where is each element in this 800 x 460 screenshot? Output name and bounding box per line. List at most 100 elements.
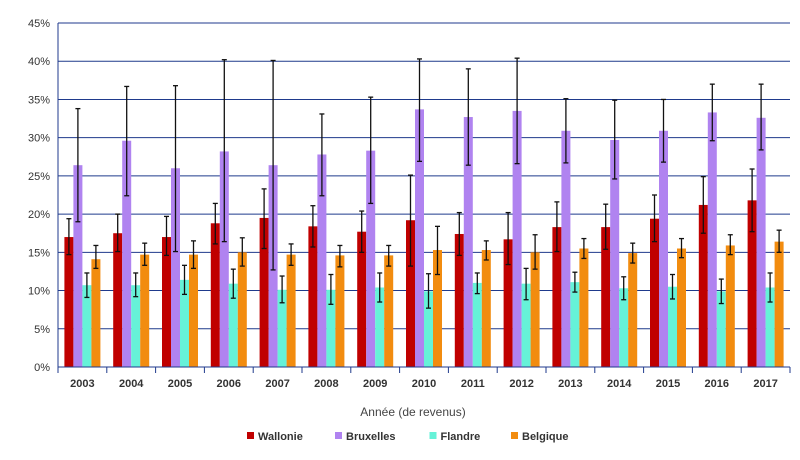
error-bars <box>66 57 782 309</box>
bar-flandre-2013 <box>570 282 580 367</box>
bar-bruxelles-2009 <box>366 150 376 367</box>
bar-belgique-2004 <box>140 254 150 367</box>
legend-label: Bruxelles <box>346 431 396 443</box>
bar-flandre-2012 <box>521 283 531 367</box>
error-bar-flandre-2008 <box>328 273 334 305</box>
bar-bruxelles-2010 <box>415 109 424 367</box>
x-axis-title: Année (de revenus) <box>360 405 465 419</box>
bar-flandre-2010 <box>424 291 433 367</box>
x-tick-label: 2008 <box>314 378 338 390</box>
y-tick-label: 0% <box>34 362 50 374</box>
y-tick-label: 25% <box>28 171 50 183</box>
error-bar-flandre-2015 <box>670 273 675 300</box>
bar-flandre-2006 <box>228 283 238 367</box>
x-tick-label: 2012 <box>509 378 533 390</box>
error-bar-belgique-2016 <box>727 234 733 256</box>
y-tick-label: 5% <box>34 324 50 336</box>
error-bar-belgique-2006 <box>239 237 245 267</box>
error-bar-wallonie-2011 <box>456 211 462 257</box>
bar-bruxelles-2016 <box>707 112 717 367</box>
legend-item-flandre: Flandre <box>429 431 480 443</box>
error-bar-bruxelles-2004 <box>124 85 130 197</box>
bar-belgique-2011 <box>481 250 491 367</box>
bar-flandre-2007 <box>277 289 287 367</box>
x-tick-label: 2005 <box>168 378 192 390</box>
x-tick-label: 2004 <box>119 378 144 390</box>
bar-belgique-2008 <box>335 255 345 367</box>
x-tick-label: 2006 <box>217 378 241 390</box>
error-bar-wallonie-2008 <box>310 205 316 248</box>
bar-belgique-2017 <box>774 241 784 367</box>
error-bar-wallonie-2010 <box>408 174 413 267</box>
bar-bruxelles-2005 <box>171 168 180 367</box>
legend-swatch <box>511 432 518 439</box>
error-bar-flandre-2003 <box>84 272 90 299</box>
bar-flandre-2005 <box>180 279 189 367</box>
error-bar-bruxelles-2013 <box>563 98 569 164</box>
error-bar-wallonie-2007 <box>261 188 267 250</box>
bar-bruxelles-2008 <box>317 154 327 367</box>
error-bar-belgique-2009 <box>386 244 392 267</box>
error-bar-bruxelles-2010 <box>417 58 422 163</box>
bar-bruxelles-2015 <box>659 130 668 367</box>
bar-belgique-2009 <box>384 255 394 367</box>
bar-wallonie-2006 <box>210 223 220 367</box>
legend-label: Belgique <box>522 431 568 443</box>
y-tick-label: 35% <box>28 94 50 106</box>
error-bar-flandre-2017 <box>767 272 773 303</box>
error-bar-belgique-2003 <box>93 244 99 270</box>
bar-bruxelles-2004 <box>122 140 132 367</box>
legend-swatch <box>335 432 342 439</box>
error-bar-wallonie-2012 <box>505 211 511 266</box>
error-bar-flandre-2006 <box>230 268 236 299</box>
error-bar-belgique-2008 <box>337 244 343 268</box>
bar-wallonie-2016 <box>698 204 708 367</box>
bar-wallonie-2008 <box>308 226 318 367</box>
bar-flandre-2003 <box>82 285 92 367</box>
legend-item-belgique: Belgique <box>511 431 568 443</box>
error-bar-bruxelles-2015 <box>661 98 666 163</box>
bar-wallonie-2012 <box>503 239 513 367</box>
legend-item-wallonie: Wallonie <box>247 431 303 443</box>
error-bar-bruxelles-2008 <box>319 113 325 197</box>
bars <box>64 109 784 368</box>
bar-bruxelles-2006 <box>219 151 229 367</box>
x-tick-label: 2011 <box>461 378 485 390</box>
axes <box>57 23 791 373</box>
error-bar-belgique-2010 <box>435 225 440 276</box>
x-tick-labels: 2003 2004 2005 2006 2007 2008 2009 2010 2011 2012… <box>70 378 778 390</box>
bar-belgique-2013 <box>579 248 589 367</box>
error-bar-bruxelles-2016 <box>709 83 715 142</box>
error-bar-belgique-2012 <box>532 234 538 270</box>
error-bar-wallonie-2016 <box>700 176 706 234</box>
bar-flandre-2008 <box>326 289 336 367</box>
bar-flandre-2009 <box>375 287 385 367</box>
x-tick-label: 2013 <box>558 378 582 390</box>
bar-belgique-2014 <box>628 253 638 367</box>
y-tick-label: 40% <box>28 56 50 68</box>
bar-bruxelles-2003 <box>73 165 83 367</box>
bar-flandre-2017 <box>765 287 775 367</box>
error-bar-wallonie-2009 <box>359 210 365 253</box>
error-bar-flandre-2005 <box>182 264 187 296</box>
error-bar-flandre-2011 <box>474 272 480 295</box>
bar-flandre-2014 <box>619 288 629 367</box>
error-bar-flandre-2010 <box>426 273 431 309</box>
bar-bruxelles-2014 <box>610 139 620 367</box>
bar-belgique-2015 <box>677 248 686 367</box>
bar-wallonie-2013 <box>552 227 562 367</box>
y-tick-labels: 0% 5% 10% 15% 20% 25% 30% 35% 40% 45% <box>28 18 50 374</box>
bar-wallonie-2017 <box>747 200 757 367</box>
x-tick-label: 2010 <box>412 378 436 390</box>
bar-wallonie-2010 <box>406 220 415 367</box>
legend-label: Wallonie <box>258 431 303 443</box>
error-bar-wallonie-2014 <box>603 203 609 250</box>
y-tick-label: 20% <box>28 209 50 221</box>
bar-belgique-2005 <box>189 254 198 367</box>
error-bar-flandre-2013 <box>572 271 578 293</box>
error-bar-wallonie-2004 <box>115 213 121 253</box>
error-bar-wallonie-2015 <box>652 194 657 243</box>
x-tick-label: 2003 <box>70 378 94 390</box>
x-tick-label: 2016 <box>705 378 729 390</box>
